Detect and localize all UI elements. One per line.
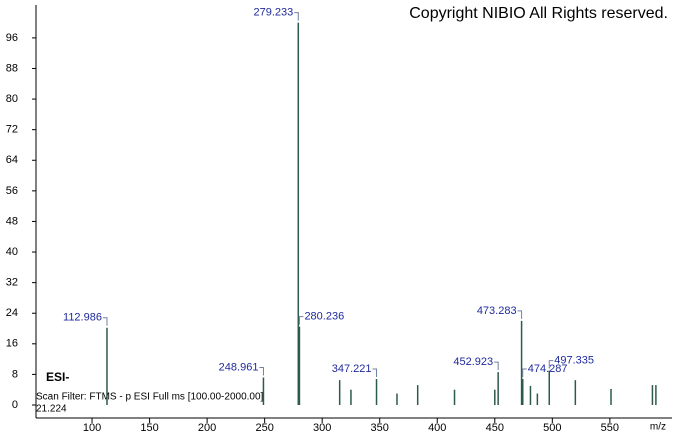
- peak-label: 248.961: [219, 361, 259, 373]
- peak-label: 474.287: [528, 363, 568, 375]
- x-tick-label: 400: [428, 422, 446, 434]
- y-tick-label: 72: [6, 124, 18, 136]
- y-tick-label: 56: [6, 185, 18, 197]
- x-tick-label: 200: [198, 422, 216, 434]
- y-tick-label: 24: [6, 307, 18, 319]
- label-bracket: [372, 368, 378, 377]
- peak-label: 279.233: [254, 6, 294, 18]
- x-tick-label: 350: [371, 422, 389, 434]
- y-tick-label: 40: [6, 246, 18, 258]
- retention-time: 21.224: [36, 404, 67, 415]
- label-bracket: [494, 361, 499, 371]
- peak-label: 473.283: [477, 305, 517, 317]
- label-bracket: [294, 12, 299, 21]
- peak-label: 347.221: [332, 363, 372, 375]
- y-tick-label: 64: [6, 154, 18, 166]
- peak-label: 452.923: [453, 356, 493, 368]
- label-bracket: [548, 360, 554, 369]
- y-tick-label: 80: [6, 93, 18, 105]
- y-tick-label: 96: [6, 32, 18, 44]
- mode-label: ESI-: [46, 370, 69, 384]
- peak-label: 497.335: [554, 354, 594, 366]
- x-tick-label: 500: [543, 422, 561, 434]
- x-tick-label: 300: [313, 422, 331, 434]
- x-tick-label: 250: [255, 422, 273, 434]
- y-tick-label: 0: [12, 399, 18, 411]
- label-bracket: [298, 316, 304, 325]
- scan-filter: Scan Filter: FTMS - p ESI Full ms [100.0…: [36, 392, 264, 403]
- label-bracket: [522, 368, 527, 377]
- y-tick-label: 16: [6, 338, 18, 350]
- peak-label: 280.236: [304, 311, 344, 323]
- x-axis-label: m/z: [650, 422, 666, 433]
- y-tick-label: 32: [6, 277, 18, 289]
- x-tick-label: 100: [83, 422, 101, 434]
- x-tick-label: 150: [140, 422, 158, 434]
- y-tick-label: 48: [6, 215, 18, 227]
- label-bracket: [102, 317, 108, 326]
- label-bracket: [517, 310, 523, 319]
- x-tick-label: 550: [601, 422, 619, 434]
- copyright: Copyright NIBIO All Rights reserved.: [409, 5, 668, 22]
- peak-label: 112.986: [63, 312, 102, 324]
- label-bracket: [259, 366, 264, 376]
- x-tick-label: 450: [486, 422, 504, 434]
- y-tick-label: 8: [12, 368, 18, 380]
- y-tick-label: 88: [6, 62, 18, 74]
